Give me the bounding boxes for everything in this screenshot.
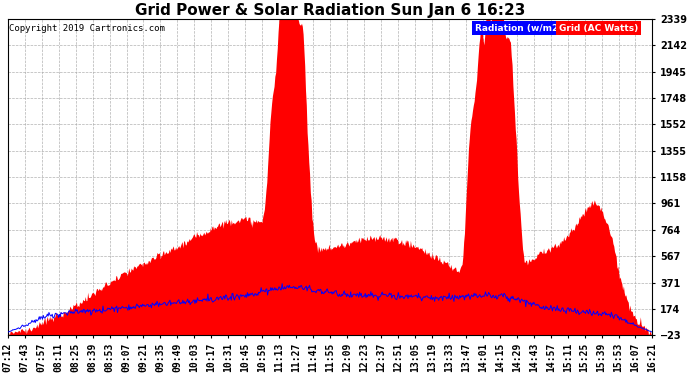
Text: Radiation (w/m2): Radiation (w/m2) (475, 24, 562, 33)
Title: Grid Power & Solar Radiation Sun Jan 6 16:23: Grid Power & Solar Radiation Sun Jan 6 1… (135, 3, 525, 18)
Text: Copyright 2019 Cartronics.com: Copyright 2019 Cartronics.com (9, 24, 165, 33)
Text: Grid (AC Watts): Grid (AC Watts) (559, 24, 638, 33)
